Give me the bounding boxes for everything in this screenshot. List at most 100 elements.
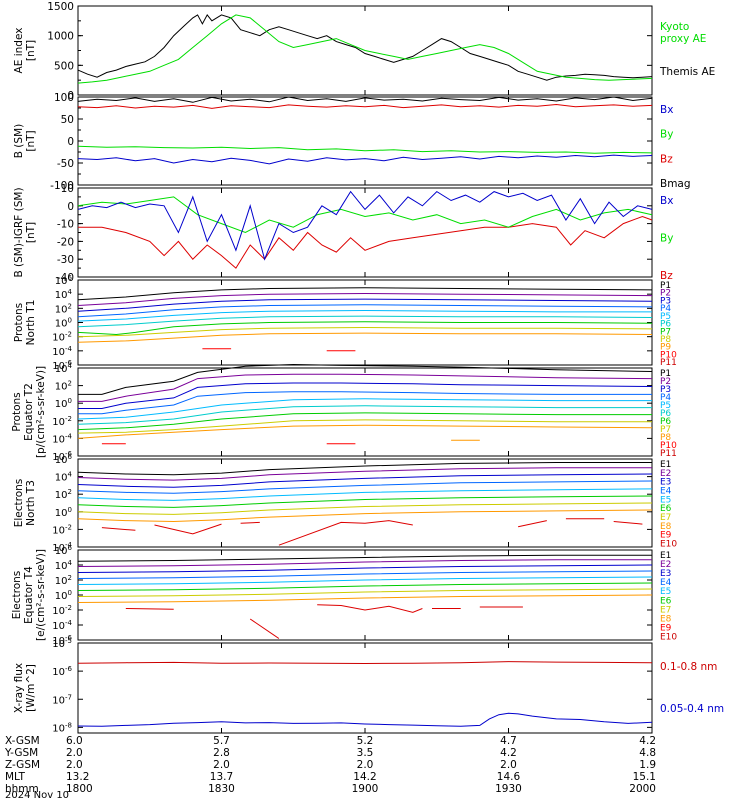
y-tick-label: 10-2 [52,415,72,428]
y-tick-label: 0 [67,136,74,148]
y-tick-label: -50 [57,158,74,170]
series-p6 [77,412,652,431]
legend-entry: E1 [660,551,671,561]
legend-entry: E8 [660,522,672,532]
y-tick-label: 102 [55,302,72,315]
series-p4 [78,391,652,415]
series-e5 [77,576,653,585]
series-p3 [78,382,653,409]
legend-entry: 0.05-0.4 nm [660,703,724,715]
series-e3 [77,473,653,488]
series-e7 [77,588,653,597]
y-axis-label: B (SM) [13,124,25,158]
x-axis-value: 1930 [495,783,522,795]
y-tick-label: 10-4 [52,345,72,358]
y-tick-label: 106 [55,453,73,466]
panel-frame [77,187,653,278]
y-axis-label: [p/(cm²-s-sr-keV)] [35,366,47,458]
series-e9a [101,527,136,531]
legend-entry: Bz [660,270,673,282]
series-p6 [77,405,652,425]
y-axis-label: Electrons [11,571,23,620]
series-kyoto-proxy-ae [77,14,653,84]
y-tick-label: 104 [55,559,73,572]
legend-entry: E6 [660,596,672,606]
panel-pe: 10-6 10-4 10-2 100 102 104 Protons Equator T2 [p… [11,362,677,463]
x-axis-value: 4.2 [500,747,517,759]
y-tick-label: 10-6 [52,634,72,647]
legend-entry: P6 [660,417,671,427]
x-axis-value: 1.9 [639,759,656,771]
legend-entry: P4 [660,393,671,403]
y-tick-label: 50 [61,114,74,126]
series-e9b [249,618,280,639]
legend-entry: By [660,233,673,245]
legend-entry: E9 [660,623,672,633]
x-axis-table: X-GSM 6.0 5.7 5.2 4.7 4.2Y-GSM 2.0 2.8 3.5 4.2 4.8… [4,735,656,800]
legend-entry: P3 [660,296,671,306]
legend-entry: proxy AE [660,33,706,45]
y-axis-label: Protons [13,303,25,342]
series-e6 [77,495,653,508]
legend-entry: By [660,129,673,141]
panel-ee: 10-6 10-4 10-2 100 102 104 106 Electrons Equator… [11,544,677,647]
legend-entry: E3 [660,569,671,579]
legend-entry: P7 [660,327,671,337]
legend-entry: P1 [660,369,671,379]
y-axis-label: [nT] [25,222,37,243]
legend-entry: Bz [660,153,673,165]
series-e8 [77,594,653,603]
legend-entry: P1 [660,281,671,291]
y-tick-label: 100 [55,506,72,519]
y-tick-label: 10-7 [52,693,72,706]
legend-entry: E7 [660,605,671,615]
y-tick-label: 10-4 [52,541,72,554]
legend-entry: P8 [660,433,671,443]
series-p5 [77,398,652,420]
series-p7 [77,321,653,336]
legend-entry: P10 [660,350,677,360]
series-p2 [77,292,653,306]
x-axis-value: 13.2 [66,771,89,783]
x-axis-value: 2.0 [357,759,374,771]
panel-frame [77,367,653,457]
series-e7 [77,502,653,515]
series-e4 [77,480,653,494]
series-by [77,196,653,234]
panel-xray: 10-810-710-610-5X-ray flux [W/m^2] 0.1-0.8… [13,637,724,734]
series-e9c [240,521,260,524]
y-axis-label: B (SM)-IGRF (SM) [13,187,25,277]
y-tick-label: 106 [55,274,73,287]
series-bz [78,215,653,269]
date-label: 2024 Nov 10 [5,790,69,800]
y-axis-label: X-ray flux [13,663,25,713]
series-e9g [613,521,643,525]
legend-entry: P6 [660,320,671,330]
y-axis-label: AE index [13,28,25,74]
y-tick-label: 100 [55,397,72,410]
legend-entry: P9 [660,343,671,353]
series-p2 [78,373,653,402]
series-e9a [125,608,174,610]
series-p8 [77,424,653,439]
y-tick-label: -100 [50,180,74,192]
x-axis-value: 5.2 [357,735,374,747]
y-tick-label: 10-6 [52,665,72,678]
y-tick-label: 10-6 [52,450,72,463]
y-axis-label: North T3 [25,480,37,526]
legend-entry: Kyoto [660,21,689,33]
x-axis-value: 3.5 [357,747,374,759]
legend-entry: P7 [660,425,671,435]
series-e9e [517,520,547,528]
legend-entry: P5 [660,312,671,322]
legend-entry: E2 [660,560,671,570]
legend-entry: E6 [660,504,672,514]
x-axis-value: 2.8 [213,747,230,759]
x-axis-row-label: Z-GSM [5,759,40,771]
legend-entry: E10 [660,540,677,550]
y-tick-label: 102 [55,488,72,501]
panel-frame [77,458,653,548]
y-tick-label: 102 [55,574,72,587]
